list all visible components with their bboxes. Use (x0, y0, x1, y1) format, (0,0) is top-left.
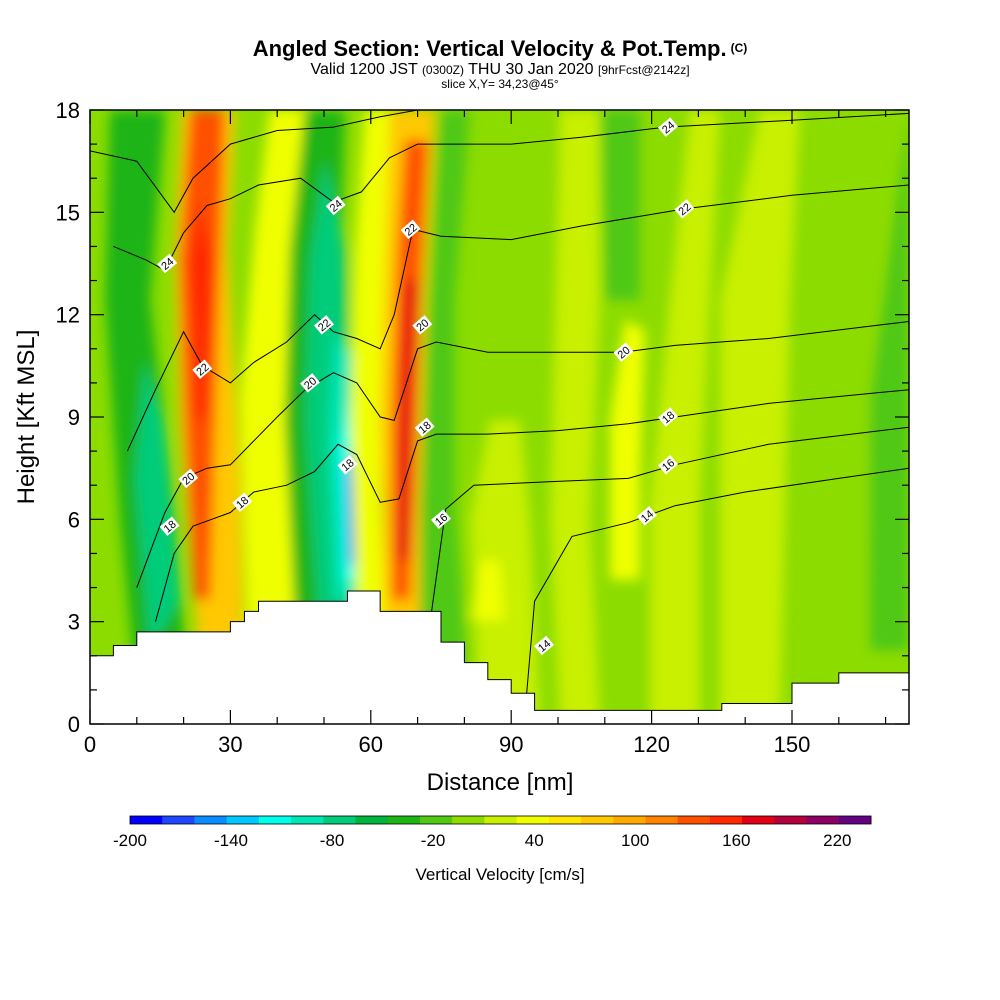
colorbar-swatch (419, 816, 453, 824)
colorbar-swatch (645, 816, 679, 824)
terrain (90, 590, 909, 724)
colorbar-frame (129, 815, 872, 825)
x-tick-label: 150 (774, 732, 811, 757)
y-axis-title: Height [Kft MSL] (13, 330, 40, 505)
colorbar-swatch (806, 816, 840, 824)
colorbar-tick-label: 40 (525, 831, 544, 850)
x-axis-title: Distance [nm] (427, 769, 574, 796)
x-tick-label: 0 (84, 732, 96, 757)
chart-title: Angled Section: Vertical Velocity & Pot.… (252, 36, 748, 61)
colorbar-swatch (581, 816, 614, 824)
colorbar-swatch (484, 816, 518, 824)
y-tick-label: 12 (56, 303, 80, 328)
colorbar-tick-label: -20 (421, 831, 446, 850)
colorbar: -200 -140 -80 -20 40 100 160 220 (113, 815, 872, 850)
chart-title-tag: (C) (730, 41, 748, 55)
y-tick-label: 6 (68, 507, 80, 532)
colorbar-swatch (838, 816, 872, 824)
x-tick-label: 90 (499, 732, 523, 757)
theta-contour-16 (431, 426, 909, 612)
theta-contour-26 (90, 110, 418, 214)
colorbar-tick-label: 220 (823, 831, 851, 850)
colorbar-swatch (613, 816, 646, 824)
vertical-velocity-field (105, 110, 909, 724)
colorbar-swatch (548, 816, 582, 824)
colorbar-swatch (774, 816, 808, 824)
y-tick-label: 9 (68, 405, 80, 430)
colorbar-swatch (291, 816, 324, 824)
chart-subtitle: Valid 1200 JST (0300Z) THU 30 Jan 2020 [… (310, 61, 690, 78)
colorbar-title: Vertical Velocity [cm/s] (415, 865, 584, 884)
x-tick-label: 120 (633, 732, 670, 757)
theta-contour-20 (136, 321, 909, 588)
terrain-outline (90, 590, 909, 724)
colorbar-swatch (194, 816, 228, 824)
colorbar-tick-label: 160 (722, 831, 750, 850)
colorbar-swatch (226, 816, 260, 824)
colorbar-swatch (452, 816, 485, 824)
colorbar-swatch (742, 816, 775, 824)
y-tick-label: 18 (56, 98, 80, 123)
colorbar-swatch (130, 816, 163, 824)
colorbar-tick-label: -200 (113, 831, 147, 850)
y-tick-label: 0 (68, 712, 80, 737)
colorbar-swatch (323, 816, 357, 824)
theta-contour-18 (155, 389, 909, 622)
x-tick-label: 30 (218, 732, 242, 757)
colorbar-tick-label: -140 (214, 831, 248, 850)
colorbar-swatch (516, 816, 550, 824)
colorbar-swatch (162, 816, 195, 824)
chart-slice-info: slice X,Y= 34,23@45° (441, 77, 559, 91)
y-tick-label: 3 (68, 610, 80, 635)
y-tick-label: 15 (56, 200, 80, 225)
colorbar-tick-label: -80 (320, 831, 345, 850)
x-tick-label: 60 (359, 732, 383, 757)
colorbar-swatch (355, 816, 389, 824)
colorbar-swatch (258, 816, 292, 824)
x-axis: 0 30 60 90 120 150 (84, 110, 887, 757)
colorbar-swatch (709, 816, 743, 824)
colorbar-swatch (677, 816, 711, 824)
colorbar-tick-label: 100 (621, 831, 649, 850)
y-axis: 0 3 6 9 12 15 18 (56, 98, 909, 737)
colorbar-swatch (387, 816, 421, 824)
